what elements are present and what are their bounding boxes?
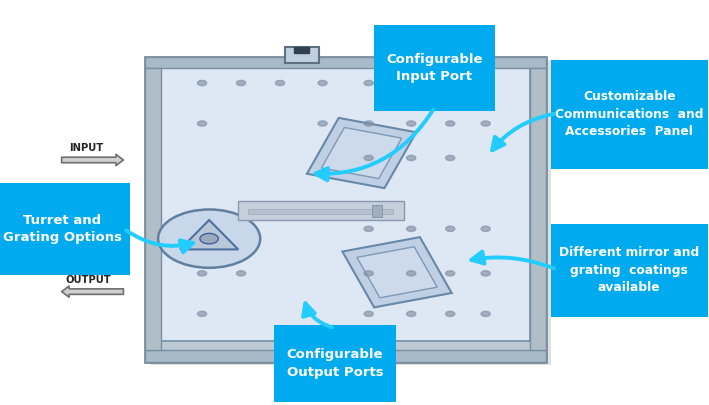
Circle shape [197,121,206,126]
FancyBboxPatch shape [530,68,546,350]
Text: Configurable
Input Port: Configurable Input Port [386,53,483,83]
Circle shape [364,156,374,161]
Circle shape [197,80,206,85]
Circle shape [407,121,415,126]
Polygon shape [357,247,437,298]
Circle shape [481,80,491,85]
FancyBboxPatch shape [145,57,546,362]
Circle shape [158,209,260,268]
Circle shape [197,311,206,317]
FancyBboxPatch shape [372,205,382,217]
Circle shape [407,311,415,317]
FancyBboxPatch shape [145,68,161,350]
Polygon shape [342,237,452,307]
FancyBboxPatch shape [150,60,551,365]
Circle shape [481,121,491,126]
Circle shape [275,80,284,85]
Text: INPUT: INPUT [69,143,103,153]
Circle shape [481,311,491,317]
FancyBboxPatch shape [248,209,393,214]
Text: Different mirror and
grating  coatings
available: Different mirror and grating coatings av… [559,246,699,294]
Circle shape [364,271,374,276]
Text: OUTPUT: OUTPUT [66,275,112,285]
Circle shape [446,271,455,276]
Circle shape [407,80,415,85]
Circle shape [446,121,455,126]
Text: Customizable
Communications  and
Accessories  Panel: Customizable Communications and Accessor… [555,90,703,139]
Text: Configurable
Output Ports: Configurable Output Ports [286,348,384,379]
FancyBboxPatch shape [284,47,318,63]
Polygon shape [307,118,416,188]
FancyBboxPatch shape [551,224,708,317]
Circle shape [407,271,415,276]
Circle shape [481,271,491,276]
Circle shape [318,121,328,126]
Circle shape [407,156,415,161]
Circle shape [446,156,455,161]
FancyBboxPatch shape [238,201,404,220]
FancyBboxPatch shape [374,25,495,111]
FancyBboxPatch shape [274,325,396,402]
Circle shape [481,226,491,231]
FancyBboxPatch shape [284,357,318,371]
Circle shape [364,121,374,126]
FancyBboxPatch shape [0,183,130,275]
Circle shape [318,80,328,85]
Circle shape [446,80,455,85]
Circle shape [364,311,374,317]
Circle shape [446,226,455,231]
FancyBboxPatch shape [145,57,546,68]
FancyBboxPatch shape [161,66,530,341]
FancyBboxPatch shape [551,60,708,169]
Circle shape [237,271,246,276]
Polygon shape [321,128,402,179]
Circle shape [364,80,374,85]
Circle shape [446,311,455,317]
Circle shape [364,226,374,231]
Text: Turret and
Grating Options: Turret and Grating Options [3,213,121,244]
Circle shape [237,80,246,85]
FancyBboxPatch shape [145,350,546,362]
Circle shape [407,226,415,231]
Circle shape [197,271,206,276]
Polygon shape [180,220,238,249]
FancyBboxPatch shape [294,47,308,53]
Circle shape [200,233,218,244]
